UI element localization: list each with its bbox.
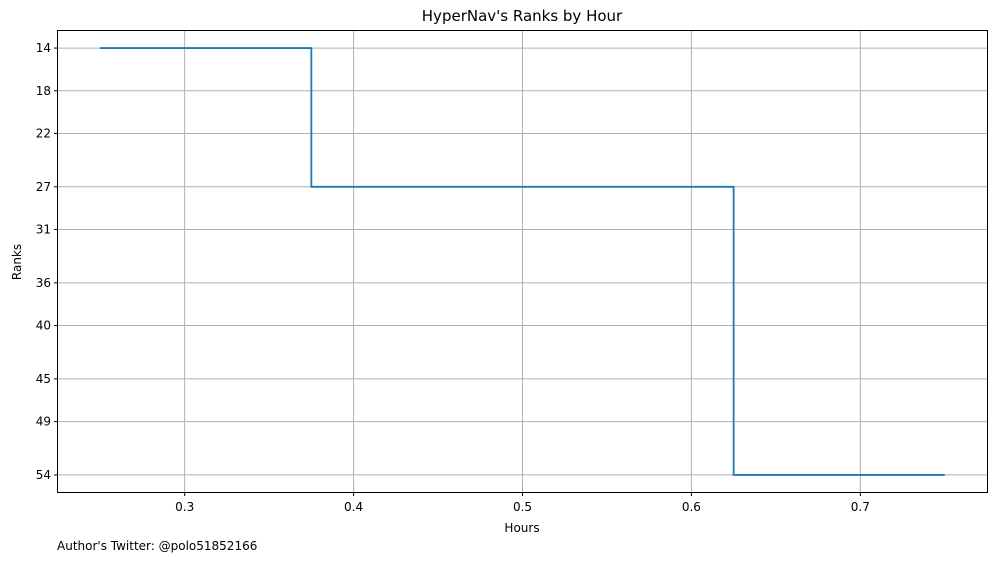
y-tick-label: 45 <box>36 372 51 386</box>
chart-title: HyperNav's Ranks by Hour <box>422 7 623 25</box>
y-tick-label: 18 <box>36 84 51 98</box>
y-tick-label: 54 <box>36 468 51 482</box>
series-layer <box>100 47 945 476</box>
y-tick-label: 27 <box>36 180 51 194</box>
y-axis-label: Ranks <box>10 244 24 280</box>
author-credit: Author's Twitter: @polo51852166 <box>57 539 257 553</box>
y-ticks: 14 18 22 27 31 36 40 45 49 54 <box>36 41 58 482</box>
x-ticks: 0.3 0.4 0.5 0.6 0.7 <box>175 492 870 514</box>
y-tick-label: 31 <box>36 222 51 236</box>
rank-step-line <box>100 47 945 476</box>
grid-layer <box>58 31 987 492</box>
x-tick-label: 0.4 <box>344 500 363 514</box>
x-tick-label: 0.6 <box>682 500 701 514</box>
y-tick-label: 40 <box>36 319 51 333</box>
y-tick-label: 22 <box>36 126 51 140</box>
y-tick-label: 49 <box>36 415 51 429</box>
x-tick-label: 0.3 <box>175 500 194 514</box>
x-tick-label: 0.7 <box>851 500 870 514</box>
x-axis-label: Hours <box>504 521 539 535</box>
y-tick-label: 14 <box>36 41 51 55</box>
x-tick-label: 0.5 <box>513 500 532 514</box>
y-tick-label: 36 <box>36 276 51 290</box>
